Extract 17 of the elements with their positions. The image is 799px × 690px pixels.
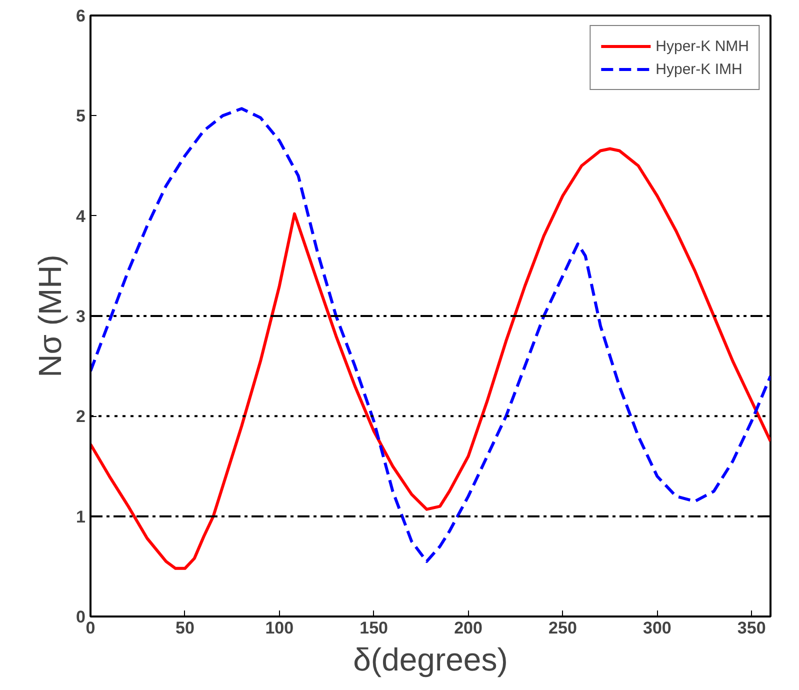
x-tick-label: 150 xyxy=(360,618,388,638)
y-tick-label: 4 xyxy=(76,206,86,226)
y-axis-title: Nσ (MH) xyxy=(32,254,68,378)
x-tick-label: 200 xyxy=(454,618,482,638)
x-tick-label: 350 xyxy=(737,618,766,638)
y-tick-label: 3 xyxy=(76,307,86,326)
y-tick-label: 6 xyxy=(76,6,86,26)
x-tick-label: 300 xyxy=(642,618,672,638)
x-axis-title: δ(degrees) xyxy=(353,642,508,678)
x-tick-label: 100 xyxy=(265,618,294,638)
y-tick-label: 2 xyxy=(76,407,86,426)
y-tick-label: 5 xyxy=(76,106,86,126)
legend-label: Hyper-K IMH xyxy=(656,60,742,78)
legend-label: Hyper-K NMH xyxy=(656,38,749,54)
x-tick-label: 50 xyxy=(175,618,194,638)
y-tick-label: 1 xyxy=(76,507,86,526)
x-tick-label: 250 xyxy=(548,618,577,638)
